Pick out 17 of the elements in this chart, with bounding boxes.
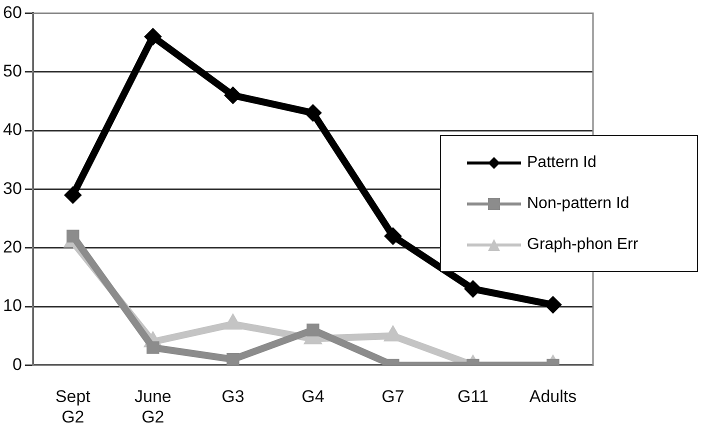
x-tick-label: G3 — [222, 387, 244, 406]
y-tick-label: 20 — [2, 238, 22, 257]
y-tick-label: 0 — [12, 354, 22, 374]
y-tick-label: 50 — [2, 62, 22, 81]
legend-label: Pattern Id — [527, 154, 596, 172]
y-tick-label: 30 — [2, 178, 22, 198]
x-tick-label: G4 — [302, 387, 324, 406]
y-tick-label: 40 — [2, 120, 22, 140]
y-tick-label: 60 — [2, 2, 22, 22]
x-tick-label: Adults — [529, 387, 577, 406]
x-tick-label: June G2 — [134, 387, 172, 426]
x-tick-label: G11 — [458, 387, 488, 406]
legend-label: Graph-phon Err — [527, 236, 638, 254]
y-tick-label: 10 — [2, 296, 22, 316]
legend-label: Non-pattern Id — [527, 194, 630, 212]
x-tick-label: G7 — [382, 387, 404, 406]
x-tick-label: Sept G2 — [55, 387, 91, 426]
